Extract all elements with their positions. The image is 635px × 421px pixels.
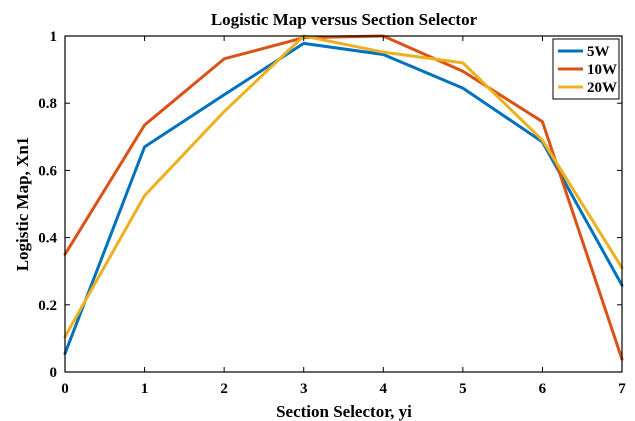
x-tick-label: 7	[618, 381, 626, 397]
x-tick-label: 2	[220, 381, 228, 397]
y-tick-label: 0	[50, 365, 58, 381]
y-tick-label: 0.4	[38, 231, 57, 247]
y-tick-label: 1	[50, 29, 58, 45]
legend-label: 5W	[587, 44, 610, 60]
legend: 5W 10W 20W	[552, 38, 620, 100]
y-tick-label: 0.2	[38, 298, 57, 314]
x-axis-label: Section Selector, yi	[276, 402, 412, 421]
y-tick-label: 0.6	[38, 163, 57, 179]
series-line-20W	[63, 34, 624, 339]
legend-label: 10W	[587, 62, 617, 78]
series-line-10W	[63, 34, 624, 361]
x-tick-label: 5	[459, 381, 467, 397]
plot-area	[63, 34, 624, 373]
y-tick-label: 0.8	[38, 96, 57, 112]
x-tick-label: 6	[539, 381, 547, 397]
axis-ticks: 0 1 2 3 4 5 6 7 0 0.2 0.4 0.6 0.8 1	[38, 29, 626, 397]
series-line-5W	[63, 41, 624, 356]
x-tick-label: 1	[141, 381, 149, 397]
axes-box	[64, 35, 623, 373]
chart-title: Logistic Map versus Section Selector	[211, 10, 478, 29]
x-tick-label: 4	[380, 381, 388, 397]
legend-label: 20W	[587, 80, 617, 96]
x-tick-label: 3	[300, 381, 308, 397]
y-axis-label: Logistic Map, Xn1	[13, 137, 32, 272]
x-tick-label: 0	[61, 381, 69, 397]
